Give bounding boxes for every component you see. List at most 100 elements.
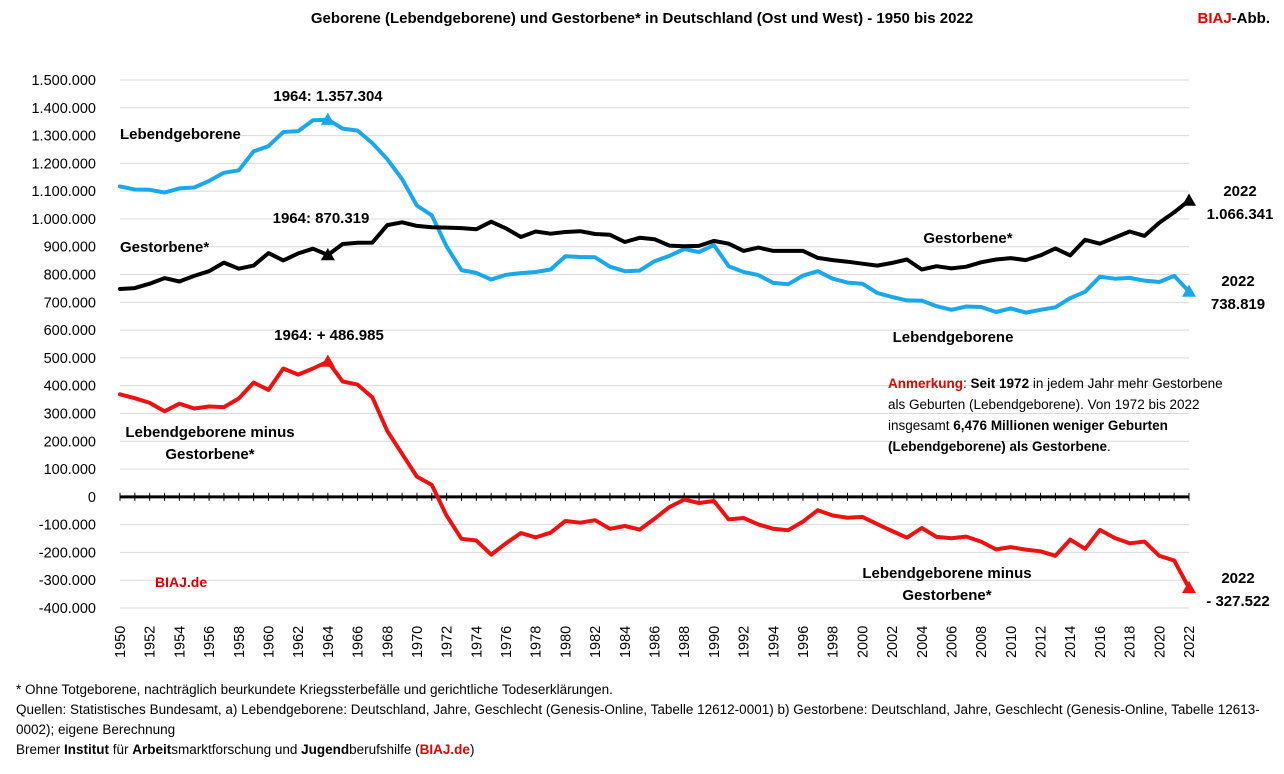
series-line-1 bbox=[118, 198, 1191, 291]
marker-1964-series-2 bbox=[320, 354, 335, 367]
footer-text: smarktforschung und bbox=[171, 742, 302, 757]
x-tick-label: 1990 bbox=[707, 626, 723, 658]
brand-label: BIAJ-Abb. bbox=[1197, 10, 1270, 27]
y-tick-label: 700.000 bbox=[44, 295, 96, 311]
footer-bold: Institut bbox=[64, 742, 110, 757]
x-tick-label: 1960 bbox=[261, 626, 277, 658]
y-tick-label: 1.500.000 bbox=[31, 73, 96, 89]
x-tick-label: 1972 bbox=[440, 626, 456, 658]
gridlines bbox=[120, 79, 1189, 609]
end-deaths-value: 1.066.341 bbox=[1207, 206, 1274, 223]
footer-text: für bbox=[109, 742, 133, 757]
watermark: BIAJ.de bbox=[155, 574, 207, 590]
end-diff-value: - 327.522 bbox=[1206, 593, 1269, 610]
x-tick-label: 1958 bbox=[232, 626, 248, 658]
y-axis-ticks: 1.500.000 1.400.000 1.300.000 1.200.000 1.10… bbox=[31, 73, 96, 617]
note-line1-pre: : bbox=[963, 376, 971, 391]
y-tick-label: 500.000 bbox=[44, 351, 96, 367]
marker-2022-series-0 bbox=[1182, 284, 1196, 297]
footer-sources: Quellen: Statistisches Bundesamt, a) Leb… bbox=[16, 702, 1260, 737]
series-lines bbox=[118, 117, 1191, 590]
label-births-right: Lebendgeborene bbox=[893, 329, 1014, 346]
x-tick-label: 1992 bbox=[737, 626, 753, 658]
x-tick-label: 1974 bbox=[469, 626, 485, 658]
end-diff-year: 2022 bbox=[1221, 570, 1254, 587]
y-tick-label: 400.000 bbox=[44, 379, 96, 395]
footer-institute: Bremer Institut für Arbeitsmarktforschun… bbox=[16, 740, 1266, 760]
y-tick-label: 200.000 bbox=[44, 434, 96, 450]
series-markers bbox=[320, 112, 1196, 594]
x-axis-ticks: 1950 1952 1954 1956 1958 1960 1962 1964 1966 1968… bbox=[113, 626, 1198, 658]
marker-2022-series-1 bbox=[1182, 193, 1196, 206]
label-deaths-left: Gestorbene* bbox=[120, 239, 209, 256]
label-diff-left-1: Lebendgeborene minus bbox=[125, 424, 294, 441]
y-tick-label: 800.000 bbox=[44, 268, 96, 284]
note-line4-bold: (Lebendgeborene) als Gestorbene bbox=[888, 439, 1108, 454]
footer-note: * Ohne Totgeborene, nachträglich beurkun… bbox=[16, 682, 613, 697]
footer-text: berufshilfe ( bbox=[349, 742, 420, 757]
x-tick-label: 2022 bbox=[1182, 626, 1198, 658]
x-tick-label: 1986 bbox=[648, 626, 664, 658]
x-tick-label: 1954 bbox=[172, 626, 188, 658]
x-tick-label: 1996 bbox=[796, 626, 812, 658]
footer-bold: Jugend bbox=[301, 742, 350, 757]
note-line1-bold: Seit 1972 bbox=[971, 376, 1030, 391]
note-line-2: als Geburten (Lebendgeborene). Von 1972 … bbox=[888, 397, 1200, 412]
y-tick-label: 1.400.000 bbox=[31, 101, 96, 117]
label-deaths-right: Gestorbene* bbox=[923, 230, 1012, 247]
label-diff-left-2: Gestorbene* bbox=[165, 446, 254, 463]
x-axis bbox=[119, 492, 1190, 501]
footer: * Ohne Totgeborene, nachträglich beurkun… bbox=[16, 680, 1266, 760]
y-tick-label: -100.000 bbox=[39, 518, 96, 534]
annotation-peak-births: 1964: 1.357.304 bbox=[273, 88, 383, 105]
x-tick-label: 2010 bbox=[1004, 626, 1020, 658]
label-births-left: Lebendgeborene bbox=[120, 126, 241, 143]
y-tick-label: -200.000 bbox=[39, 545, 96, 561]
x-tick-label: 2004 bbox=[915, 626, 931, 658]
end-births-year: 2022 bbox=[1221, 273, 1254, 290]
y-tick-label: 100.000 bbox=[44, 462, 96, 478]
end-births-value: 738.819 bbox=[1211, 296, 1265, 313]
x-tick-label: 1966 bbox=[351, 626, 367, 658]
x-tick-label: 1984 bbox=[618, 626, 634, 658]
note-line4-end: . bbox=[1107, 439, 1111, 454]
x-tick-label: 2014 bbox=[1063, 626, 1079, 658]
footer-text: Bremer bbox=[16, 742, 65, 757]
annotations: 1964: 1.357.304 1964: 870.319 1964: + 48… bbox=[120, 88, 1273, 610]
x-tick-label: 1956 bbox=[202, 626, 218, 658]
annotation-peak-deaths: 1964: 870.319 bbox=[273, 210, 370, 227]
annotation-peak-diff: 1964: + 486.985 bbox=[274, 327, 384, 344]
line-chart: 1.500.000 1.400.000 1.300.000 1.200.000 1.10… bbox=[31, 73, 1273, 658]
x-tick-label: 1952 bbox=[143, 626, 159, 658]
footer-text: ) bbox=[469, 742, 475, 757]
y-tick-label: -400.000 bbox=[39, 601, 96, 617]
y-tick-label: 1.100.000 bbox=[31, 184, 96, 200]
marker-2022-series-2 bbox=[1182, 580, 1196, 594]
marker-1964-series-0 bbox=[320, 112, 335, 125]
label-diff-right-2: Gestorbene* bbox=[902, 587, 991, 604]
note-line-1: Anmerkung: Seit 1972 in jedem Jahr mehr … bbox=[888, 376, 1223, 391]
label-diff-right-1: Lebendgeborene minus bbox=[862, 565, 1031, 582]
x-tick-label: 2012 bbox=[1034, 626, 1050, 658]
x-tick-label: 1964 bbox=[321, 626, 337, 658]
note-line3-pre: insgesamt bbox=[888, 418, 953, 433]
x-tick-label: 1978 bbox=[529, 626, 545, 658]
note-line3-bold: 6,476 Millionen weniger Geburten bbox=[953, 418, 1168, 433]
note-line-4: (Lebendgeborene) als Gestorbene. bbox=[888, 439, 1111, 454]
footer-link[interactable]: BIAJ.de bbox=[419, 742, 470, 757]
x-tick-label: 1982 bbox=[588, 626, 604, 658]
x-tick-label: 2008 bbox=[974, 626, 990, 658]
x-tick-label: 1988 bbox=[677, 626, 693, 658]
chart-title: Geborene (Lebendgeborene) und Gestorbene… bbox=[310, 10, 974, 27]
note-line1-rest: in jedem Jahr mehr Gestorbene bbox=[1029, 376, 1223, 391]
y-tick-label: 600.000 bbox=[44, 323, 96, 339]
note-red-label: Anmerkung bbox=[888, 376, 963, 391]
series-line-2 bbox=[118, 359, 1191, 590]
x-tick-label: 1968 bbox=[380, 626, 396, 658]
brand-red: BIAJ bbox=[1197, 10, 1232, 27]
footer-bold: Arbeit bbox=[132, 742, 172, 757]
x-tick-label: 1950 bbox=[113, 626, 129, 658]
brand-rest: -Abb. bbox=[1231, 10, 1270, 27]
series-line-0 bbox=[118, 117, 1191, 315]
y-tick-label: 1.300.000 bbox=[31, 129, 96, 145]
